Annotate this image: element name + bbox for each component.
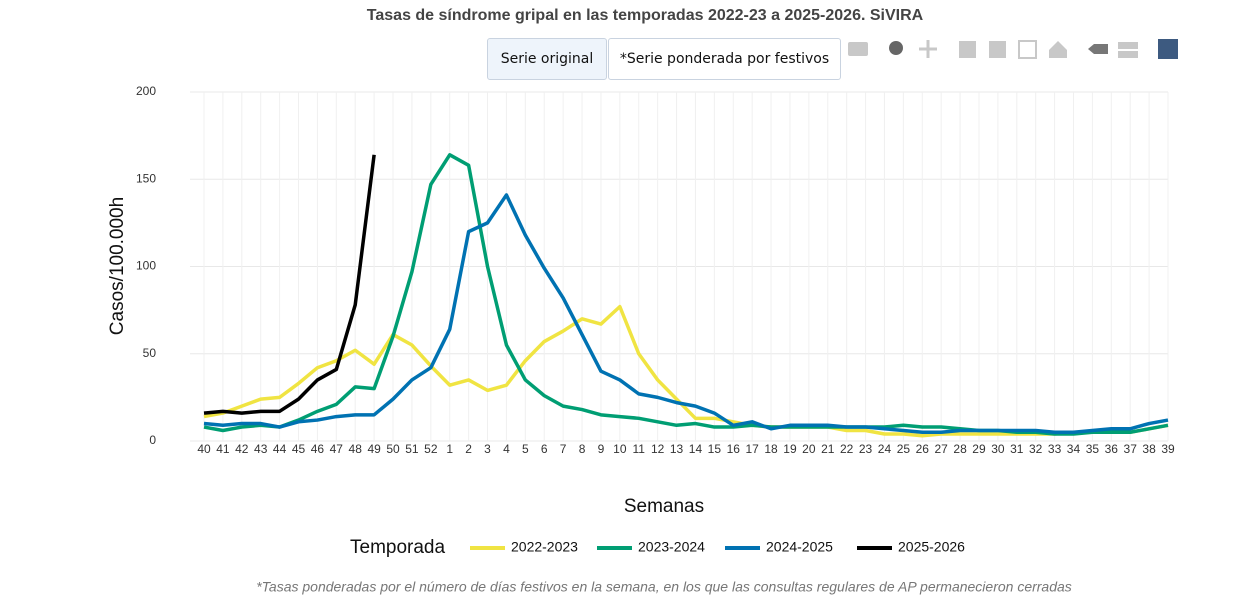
legend-label: 2023-2024 [638,539,705,555]
y-tick-label: 200 [136,84,156,98]
x-tick-label: 48 [349,442,363,456]
x-tick-label: 41 [216,442,230,456]
x-tick-label: 1 [446,442,453,456]
x-tick-label: 31 [1010,442,1024,456]
x-tick-label: 15 [708,442,722,456]
legend-label: 2025-2026 [898,539,965,555]
x-tick-label: 8 [579,442,586,456]
x-tick-label: 29 [972,442,986,456]
hover-compare-icon[interactable] [1118,51,1138,58]
x-tick-label: 5 [522,442,529,456]
x-tick-label: 10 [613,442,627,456]
y-tick-label: 150 [136,171,156,185]
x-tick-label: 47 [330,442,344,456]
x-tick-label: 7 [560,442,567,456]
zoom-out-icon[interactable] [989,41,1006,58]
x-tick-label: 17 [745,442,759,456]
x-tick-label: 44 [273,442,287,456]
x-tick-label: 23 [859,442,873,456]
x-tick-label: 30 [991,442,1005,456]
x-tick-label: 43 [254,442,268,456]
y-axis-label: Casos/100.000h [107,197,128,335]
x-tick-label: 45 [292,442,306,456]
x-tick-label: 14 [689,442,703,456]
x-tick-label: 12 [651,442,665,456]
chart-title: Tasas de síndrome gripal en las temporad… [367,7,924,24]
series-line [203,153,1169,436]
spike-icon[interactable] [1088,44,1108,54]
series-line [203,154,376,415]
x-tick-label: 19 [783,442,797,456]
x-tick-label: 26 [916,442,930,456]
x-tick-label: 11 [633,442,646,456]
x-tick-label: 32 [1029,442,1043,456]
x-tick-label: 9 [598,442,605,456]
zoom-in-icon[interactable] [959,41,976,58]
home-icon[interactable] [1049,41,1067,58]
y-tick-label: 50 [143,346,157,360]
y-tick-label: 0 [149,433,156,447]
x-tick-label: 27 [934,442,948,456]
legend-label: 2022-2023 [511,539,578,555]
x-tick-label: 21 [821,442,835,456]
logo-icon[interactable] [1158,39,1178,59]
x-tick-label: 35 [1086,442,1100,456]
footnote: *Tasas ponderadas por el número de días … [256,579,1072,595]
y-tick-label: 100 [136,259,156,273]
x-tick-label: 40 [197,442,211,456]
legend-title: Temporada [350,537,445,558]
button[interactable]: Serie original [487,38,607,80]
autoscale-icon[interactable] [1018,40,1037,59]
x-tick-label: 46 [311,442,325,456]
camera-icon[interactable] [848,42,868,56]
x-tick-label: 50 [386,442,400,456]
x-tick-label: 18 [764,442,778,456]
x-tick-label: 51 [405,442,419,456]
x-axis-label: Semanas [624,496,704,517]
x-tick-label: 38 [1142,442,1156,456]
x-tick-label: 4 [503,442,510,456]
x-tick-label: 2 [465,442,472,456]
x-tick-label: 24 [878,442,892,456]
toolbar [848,39,1178,59]
x-tick-label: 52 [424,442,438,456]
x-tick-label: 25 [897,442,911,456]
x-tick-label: 42 [235,442,249,456]
x-tick-label: 28 [953,442,967,456]
x-tick-label: 13 [670,442,684,456]
zoom-icon[interactable] [889,41,903,55]
x-tick-label: 34 [1067,442,1081,456]
button[interactable]: *Serie ponderada por festivos [608,38,841,80]
series-line [203,304,1169,438]
x-tick-label: 6 [541,442,548,456]
hover-icon[interactable] [1118,42,1138,49]
x-tick-label: 39 [1161,442,1175,456]
x-tick-label: 37 [1124,442,1138,456]
x-tick-label: 33 [1048,442,1062,456]
x-tick-label: 3 [484,442,491,456]
x-tick-label: 36 [1105,442,1119,456]
x-tick-label: 49 [367,442,381,456]
x-tick-label: 20 [802,442,816,456]
legend-label: 2024-2025 [766,539,833,555]
x-tick-label: 16 [727,442,741,456]
x-tick-label: 22 [840,442,854,456]
series-line [203,193,1169,435]
pan-icon[interactable] [919,40,937,58]
